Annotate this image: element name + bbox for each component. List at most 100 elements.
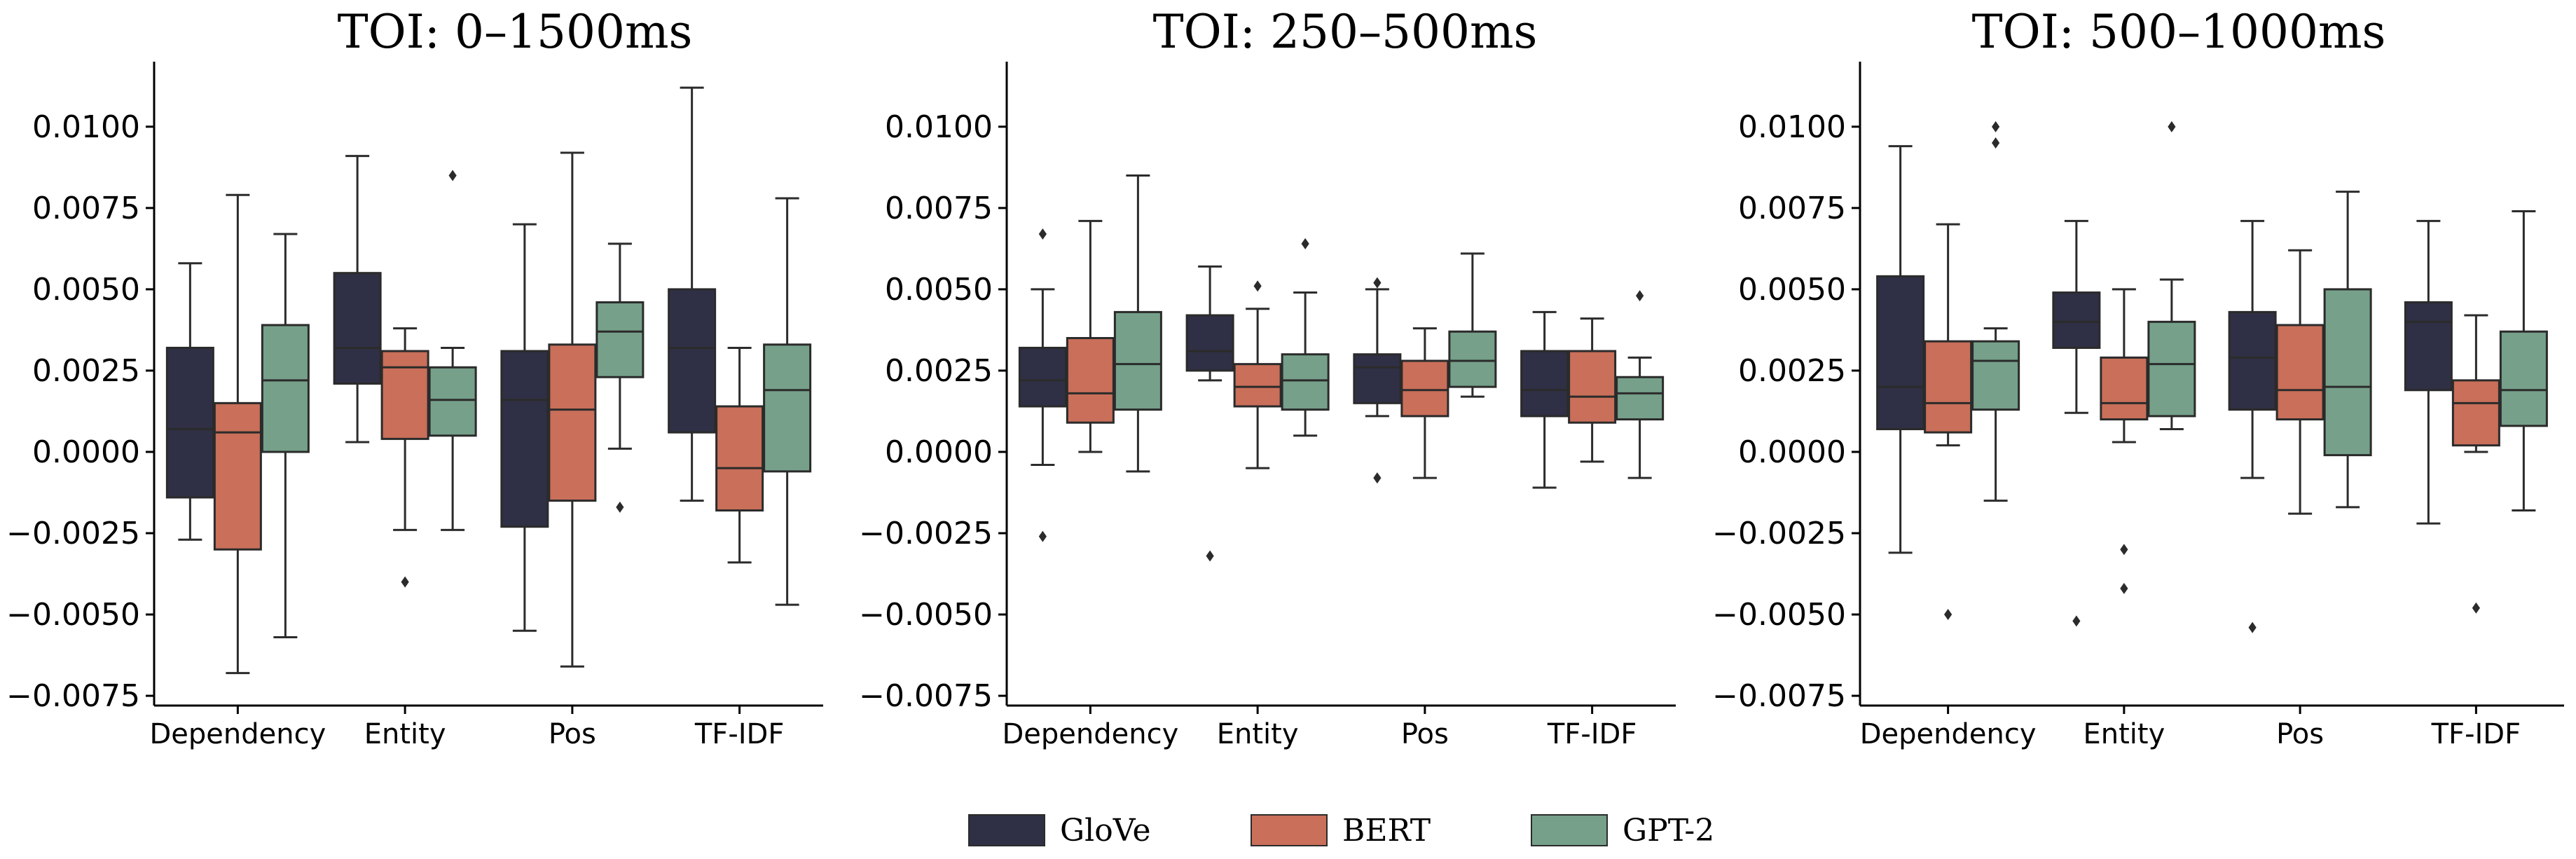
panel-2-box-entity-glove-flier — [1206, 550, 1214, 562]
panel-1-box-pos-glove — [500, 223, 549, 632]
panel-1-box-entity-gpt-2 — [428, 170, 477, 531]
panel-1-box-pos-gpt-2-body — [595, 301, 645, 378]
panel-2-box-dependency-glove-body — [1018, 346, 1067, 408]
panel-2-box-tf-idf-gpt-2 — [1616, 290, 1665, 479]
panel-3-box-entity-gpt-2-body — [2147, 320, 2196, 418]
panel-3-box-tf-idf-gpt-2 — [2499, 210, 2548, 512]
panel-1-ytick-label: −0.0025 — [6, 516, 140, 551]
panel-3-box-dependency-gpt-2-flier — [1992, 137, 2000, 149]
panel-1: TOI: 0–1500ms 0.0100 0.0075 0.0050 0.0025 0.0… — [6, 5, 823, 750]
panel-2-box-pos-glove — [1353, 277, 1402, 484]
panel-1-box-entity-gpt-2-flier — [448, 170, 457, 181]
legend-item-gpt-2: GPT-2 — [1531, 813, 1714, 848]
panel-3-box-pos-bert — [2275, 249, 2324, 515]
panel-2-box-entity-glove-body — [1185, 314, 1234, 372]
panel-3-box-entity-gpt-2-flier — [2168, 121, 2176, 132]
panel-3-box-entity-glove — [2052, 219, 2101, 627]
panel-3-xtick-label-pos: Pos — [2276, 718, 2324, 750]
panel-1-box-dependency-glove-body — [165, 346, 214, 499]
panel-2-box-tf-idf-glove-body — [1520, 350, 1569, 418]
panel-3-box-dependency-glove — [1876, 145, 1925, 554]
panel-3-title: TOI: 500–1000ms — [1972, 5, 2386, 59]
panel-2-ytick-label: 0.0075 — [885, 191, 993, 226]
panels: TOI: 0–1500ms 0.0100 0.0075 0.0050 0.0025 0.0… — [6, 5, 2564, 750]
panel-3-box-entity-bert-body — [2100, 356, 2149, 421]
panel-3-box-entity-glove-body — [2052, 291, 2101, 349]
panel-1-ytick-label: 0.0075 — [32, 191, 140, 226]
legend-item-bert: BERT — [1251, 813, 1431, 848]
panel-1-xtick-label-tf-idf: TF-IDF — [694, 718, 784, 750]
panel-3-box-tf-idf-bert-flier — [2472, 602, 2480, 614]
panel-1-box-pos-glove-body — [500, 350, 549, 528]
panel-2-box-pos-glove-flier — [1373, 472, 1382, 484]
panel-3-box-entity-gpt-2 — [2147, 121, 2196, 430]
panel-1-box-dependency-bert-body — [213, 401, 262, 551]
legend-item-glove: GloVe — [968, 813, 1151, 848]
panel-2-box-tf-idf-bert — [1568, 317, 1617, 463]
panel-3-box-dependency-gpt-2 — [1971, 121, 2020, 502]
panel-2-box-tf-idf-gpt-2-flier — [1636, 290, 1644, 302]
legend-label-gpt-2: GPT-2 — [1623, 813, 1714, 848]
panel-2-ytick-label: 0.0100 — [885, 109, 993, 145]
panel-3-xtick-label-entity: Entity — [2083, 718, 2165, 750]
legend: GloVe BERT GPT-2 — [968, 813, 1714, 848]
panel-1-box-entity-gpt-2-body — [428, 366, 477, 437]
panel-3-box-tf-idf-bert-body — [2451, 379, 2500, 447]
panel-1-box-tf-idf-gpt-2 — [763, 197, 812, 606]
panel-3-box-dependency-glove-body — [1876, 275, 1925, 430]
panel-1-box-tf-idf-gpt-2-body — [763, 343, 812, 473]
panel-1-ytick-label: −0.0075 — [6, 678, 140, 714]
panel-3-ytick-label: 0.0000 — [1738, 434, 1846, 470]
panel-3-box-tf-idf-glove — [2404, 219, 2453, 525]
panel-2-box-pos-gpt-2-body — [1448, 330, 1497, 388]
panel-2-box-entity-gpt-2 — [1281, 238, 1330, 437]
panel-1-xtick-label-pos: Pos — [549, 718, 596, 750]
panel-2-xtick-label-dependency: Dependency — [1002, 718, 1178, 750]
panel-2-xtick-label-pos: Pos — [1401, 718, 1449, 750]
panel-2-box-dependency-glove-flier — [1038, 530, 1047, 542]
panel-2: TOI: 250–500ms 0.0100 0.0075 0.0050 0.0025 0.… — [859, 5, 1676, 750]
panel-2-box-entity-glove — [1185, 265, 1234, 562]
panel-3-ytick-label: 0.0100 — [1738, 109, 1846, 145]
panel-2-box-entity-bert-body — [1233, 363, 1282, 408]
panel-2-box-entity-gpt-2-body — [1281, 353, 1330, 411]
panel-3-ytick-label: −0.0075 — [1712, 678, 1846, 714]
panel-3-ytick-label: 0.0050 — [1738, 272, 1846, 308]
panel-1-box-tf-idf-glove-body — [668, 288, 717, 434]
panel-2-box-entity-bert — [1233, 280, 1282, 469]
panel-1-ytick-label: −0.0050 — [6, 597, 140, 633]
panel-3-box-pos-glove-flier — [2248, 621, 2257, 633]
panel-2-box-dependency-glove — [1018, 228, 1067, 542]
panel-3-box-pos-glove — [2228, 219, 2277, 633]
panel-1-ytick-label: 0.0050 — [32, 272, 140, 308]
panel-1-box-entity-glove-body — [333, 272, 382, 385]
panel-1-xtick-label-dependency: Dependency — [149, 718, 326, 750]
panel-2-box-entity-bert-flier — [1253, 280, 1262, 292]
legend-label-glove: GloVe — [1060, 813, 1151, 848]
panel-3-ytick-label: 0.0025 — [1738, 353, 1846, 389]
panel-1-box-dependency-gpt-2-body — [261, 324, 310, 453]
panel-3-box-dependency-gpt-2-body — [1971, 340, 2020, 411]
panel-3-box-dependency-bert-flier — [1944, 609, 1952, 621]
panel-2-ytick-label: −0.0025 — [859, 516, 993, 551]
panel-2-ytick-label: 0.0050 — [885, 272, 993, 308]
panel-1-box-entity-bert-body — [380, 350, 429, 440]
panel-1-box-entity-bert — [380, 327, 429, 588]
panel-1-box-pos-gpt-2 — [595, 242, 645, 513]
panel-2-ytick-label: 0.0025 — [885, 353, 993, 389]
panel-3-xtick-label-tf-idf: TF-IDF — [2431, 718, 2521, 750]
panel-3-box-pos-bert-body — [2275, 324, 2324, 421]
panel-3-box-pos-gpt-2 — [2323, 191, 2372, 509]
panel-2-box-dependency-bert-body — [1066, 337, 1115, 424]
panel-2-ytick-label: 0.0000 — [885, 434, 993, 470]
panel-1-ytick-label: 0.0100 — [32, 109, 140, 145]
panel-2-box-tf-idf-bert-body — [1568, 350, 1617, 424]
panel-2-box-tf-idf-glove — [1520, 310, 1569, 489]
panel-1-xtick-label-entity: Entity — [364, 718, 446, 750]
panel-3-box-entity-bert-flier — [2120, 582, 2128, 594]
panel-2-box-dependency-gpt-2 — [1113, 174, 1162, 473]
panel-3-ytick-label: −0.0050 — [1712, 597, 1846, 633]
panel-1-box-entity-glove — [333, 155, 382, 444]
legend-swatch-gpt-2 — [1531, 814, 1608, 846]
